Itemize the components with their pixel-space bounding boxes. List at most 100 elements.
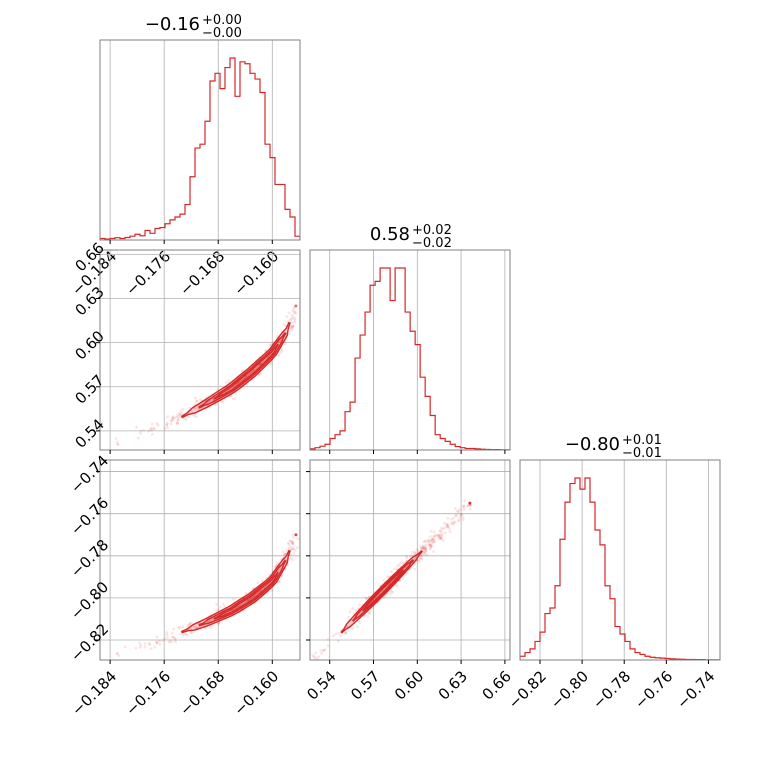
y-tick-label: −0.74 [67, 452, 112, 497]
sample-point [221, 400, 225, 404]
sample-point [246, 598, 250, 602]
sample-point [420, 547, 424, 551]
sample-point [294, 304, 298, 308]
sample-point [315, 657, 319, 660]
sample-point [152, 426, 156, 430]
sample-point [422, 545, 426, 549]
sample-point [432, 537, 435, 541]
sample-point [115, 652, 119, 656]
sample-point [190, 631, 193, 635]
sample-point [457, 518, 461, 522]
sample-point [195, 399, 199, 403]
sample-point [314, 651, 318, 655]
sample-point [175, 421, 179, 425]
sample-point [149, 647, 153, 651]
sample-point [260, 579, 264, 583]
y-tick-label: 0.60 [71, 327, 107, 363]
sample-point [176, 418, 180, 422]
sample-point [290, 542, 294, 546]
sample-point [289, 556, 293, 560]
sample-point [440, 531, 444, 535]
sample-scatter [115, 533, 300, 657]
sample-point [424, 547, 428, 551]
title-lower-error: −0.01 [622, 446, 662, 461]
sample-point [438, 536, 441, 540]
sample-point [139, 431, 142, 435]
sample-point [424, 549, 428, 553]
sample-point [465, 504, 469, 508]
x-tick-label: −0.168 [176, 667, 228, 719]
sample-point [152, 427, 156, 431]
sample-point [193, 626, 197, 629]
sample-point [439, 534, 443, 537]
sample-point [428, 543, 431, 546]
sample-point [221, 602, 225, 606]
sample-point [368, 612, 371, 615]
sample-point [339, 634, 343, 637]
sample-point [174, 640, 178, 644]
sample-point [388, 592, 392, 596]
sample-point [458, 508, 462, 512]
sample-point [433, 534, 437, 538]
sample-point [151, 432, 154, 436]
sample-point [291, 325, 294, 328]
sample-point [463, 499, 466, 503]
sample-point [337, 631, 340, 635]
sample-point [413, 562, 417, 566]
sample-point [320, 652, 323, 655]
x-tick-label: 0.57 [347, 667, 383, 703]
sample-point [179, 409, 183, 413]
sample-point [455, 514, 458, 517]
sample-point [291, 309, 295, 312]
sample-point [331, 634, 335, 638]
sample-point [468, 501, 472, 505]
sample-point [195, 399, 198, 403]
sample-point [445, 523, 449, 526]
sample-point [421, 545, 425, 549]
sample-point [418, 545, 422, 548]
sample-point [229, 394, 233, 398]
sample-point [142, 428, 146, 432]
sample-point [413, 550, 417, 554]
sample-point [412, 552, 416, 556]
sample-point [318, 660, 321, 663]
sample-point [366, 614, 369, 618]
sample-point [401, 562, 405, 566]
sample-point [165, 423, 169, 427]
sample-point [326, 637, 330, 641]
sample-point [195, 625, 199, 629]
sample-point [294, 311, 298, 315]
sample-point [184, 418, 188, 422]
title-upper-error: +0.00 [202, 13, 242, 28]
sample-point [336, 639, 340, 643]
sample-point [279, 350, 283, 354]
contour-level [213, 343, 279, 400]
sample-point [416, 558, 420, 562]
sample-point [432, 550, 436, 554]
y-tick-label: −0.82 [67, 620, 112, 665]
sample-point [244, 591, 248, 595]
x-tick-label: 0.54 [303, 667, 339, 703]
sample-point [176, 418, 180, 422]
sample-point [291, 558, 294, 561]
sample-point [289, 547, 293, 551]
sample-point [185, 633, 189, 637]
sample-point [169, 422, 173, 426]
sample-point [115, 440, 119, 444]
sample-point [424, 546, 428, 550]
sample-point [184, 632, 188, 636]
sample-point [344, 631, 347, 634]
sample-point [294, 304, 298, 308]
sample-point [291, 541, 294, 545]
panel-frame [309, 249, 511, 451]
sample-point [436, 533, 439, 537]
sample-point [429, 535, 433, 538]
sample-point [456, 510, 460, 514]
sample-point [410, 550, 414, 554]
sample-point [419, 557, 423, 561]
sample-point [420, 557, 424, 561]
sample-point [293, 320, 297, 324]
sample-point [196, 407, 200, 411]
sample-point [290, 313, 294, 317]
sample-point [178, 626, 182, 629]
